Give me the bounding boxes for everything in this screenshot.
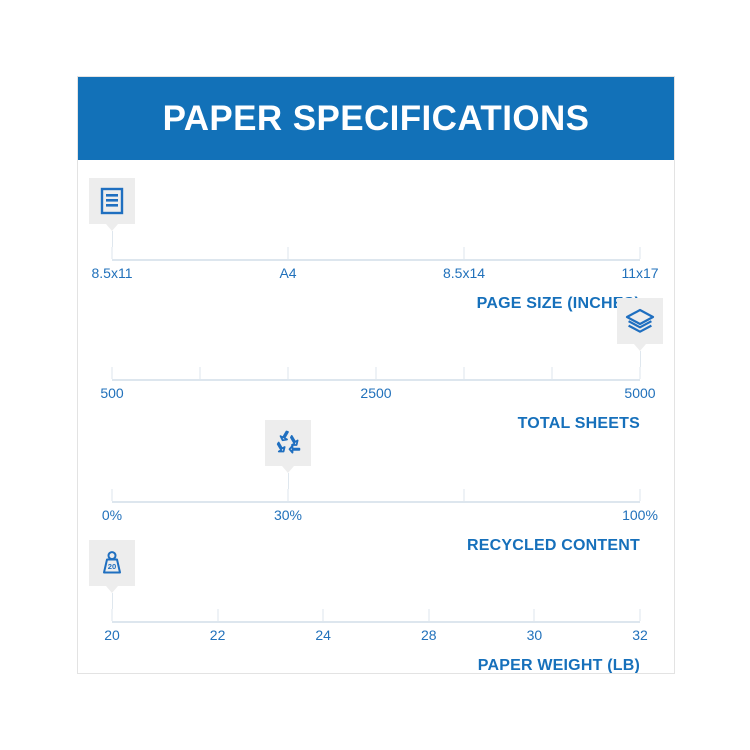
axis-tick	[111, 609, 113, 621]
axis-tick-label: 30	[526, 627, 543, 643]
axis-tick-label: A4	[279, 265, 297, 281]
axis-tick	[199, 367, 201, 379]
recycle-icon	[273, 429, 303, 457]
axis-tick	[287, 367, 289, 379]
marker-box	[617, 298, 663, 344]
scale-paper-weight: 20 20 22 24 28 30 32 PAPER WEIGHT (LB)	[89, 534, 648, 674]
marker-page-size[interactable]	[89, 178, 135, 247]
axis-tick-label: 30%	[273, 507, 303, 523]
axis-tick	[111, 247, 113, 259]
axis-tick-label: 28	[421, 627, 437, 643]
scale-total-sheets: 500 2500 5000 TOTAL SHEETS	[100, 292, 663, 433]
axis-tick	[639, 367, 641, 379]
marker-lane-recycled-content	[112, 414, 640, 489]
axis-tick	[463, 247, 465, 259]
axis-tick-label: 32	[632, 627, 648, 643]
axis-tick-label: 22	[209, 627, 226, 643]
axis-recycled-content: 0% 30% 100%	[102, 489, 658, 535]
axis-tick	[111, 489, 113, 501]
scale-title-recycled-content: RECYCLED CONTENT	[467, 537, 640, 554]
marker-pointer	[634, 344, 646, 351]
card-body: 8.5x11 A4 8.5x14 11x17 PAGE SIZE (INCHES)	[78, 160, 674, 673]
paper-stack-icon	[625, 307, 655, 335]
axis-tick	[287, 489, 289, 501]
axis-tick	[375, 367, 377, 379]
axis-tick-label: 5000	[624, 385, 656, 401]
scale-page-size: 8.5x11 A4 8.5x14 11x17 PAGE SIZE (INCHES)	[89, 172, 659, 313]
axis-tick	[639, 609, 641, 621]
axis-tick-label: 11x17	[621, 265, 659, 281]
weight-icon: 20	[98, 549, 126, 577]
axis-tick	[463, 367, 465, 379]
axis-total-sheets: 500 2500 5000	[100, 367, 656, 413]
axis-tick	[639, 489, 641, 501]
marker-stem	[287, 473, 289, 489]
document-icon	[99, 187, 125, 215]
marker-pointer	[106, 586, 118, 593]
axis-tick	[428, 609, 430, 621]
axis-tick	[551, 367, 553, 379]
marker-paper-weight[interactable]: 20	[89, 540, 135, 609]
axis-tick	[639, 247, 641, 259]
axis-tick-label: 500	[100, 385, 124, 401]
scale-recycled-content: 0% 30% 100% RECYCLED CONTENT	[102, 414, 658, 555]
scale-title-total-sheets: TOTAL SHEETS	[517, 415, 640, 432]
page-title: PAPER SPECIFICATIONS	[162, 99, 590, 138]
marker-total-sheets[interactable]	[617, 298, 663, 367]
axis-tick-label: 24	[315, 627, 331, 643]
marker-recycled-content[interactable]	[265, 420, 311, 489]
axis-tick-label: 8.5x11	[91, 265, 133, 281]
marker-lane-paper-weight: 20	[89, 534, 640, 609]
axis-tick-label: 2500	[360, 385, 392, 401]
marker-lane-page-size	[89, 172, 640, 247]
axis-line	[112, 379, 640, 381]
marker-box	[265, 420, 311, 466]
axis-tick	[322, 609, 324, 621]
card-header: PAPER SPECIFICATIONS	[78, 77, 674, 160]
scale-title-paper-weight: PAPER WEIGHT (LB)	[477, 657, 640, 674]
axis-tick-label: 100%	[622, 507, 658, 523]
axis-page-size: 8.5x11 A4 8.5x14 11x17	[92, 247, 659, 293]
marker-lane-total-sheets	[112, 292, 663, 367]
axis-tick-label: 8.5x14	[442, 265, 486, 281]
axis-tick	[533, 609, 535, 621]
axis-line	[112, 501, 640, 503]
marker-box	[89, 178, 135, 224]
axis-tick-label: 0%	[101, 507, 123, 523]
marker-stem	[639, 351, 641, 367]
marker-box: 20	[89, 540, 135, 586]
marker-stem	[111, 593, 113, 609]
axis-line	[112, 621, 640, 623]
marker-stem	[111, 231, 113, 247]
marker-pointer	[106, 224, 118, 231]
marker-pointer	[282, 466, 294, 473]
scale-title-page-size: PAGE SIZE (INCHES)	[476, 295, 640, 312]
axis-tick	[463, 489, 465, 501]
axis-tick-label: 20	[104, 627, 120, 643]
svg-text:20: 20	[108, 562, 116, 571]
axis-paper-weight: 20 22 24 28 30 32	[104, 609, 648, 655]
axis-tick	[111, 367, 113, 379]
axis-line	[112, 259, 640, 261]
axis-tick	[217, 609, 219, 621]
specifications-card: PAPER SPECIFICATIONS	[77, 76, 675, 674]
axis-tick	[287, 247, 289, 259]
